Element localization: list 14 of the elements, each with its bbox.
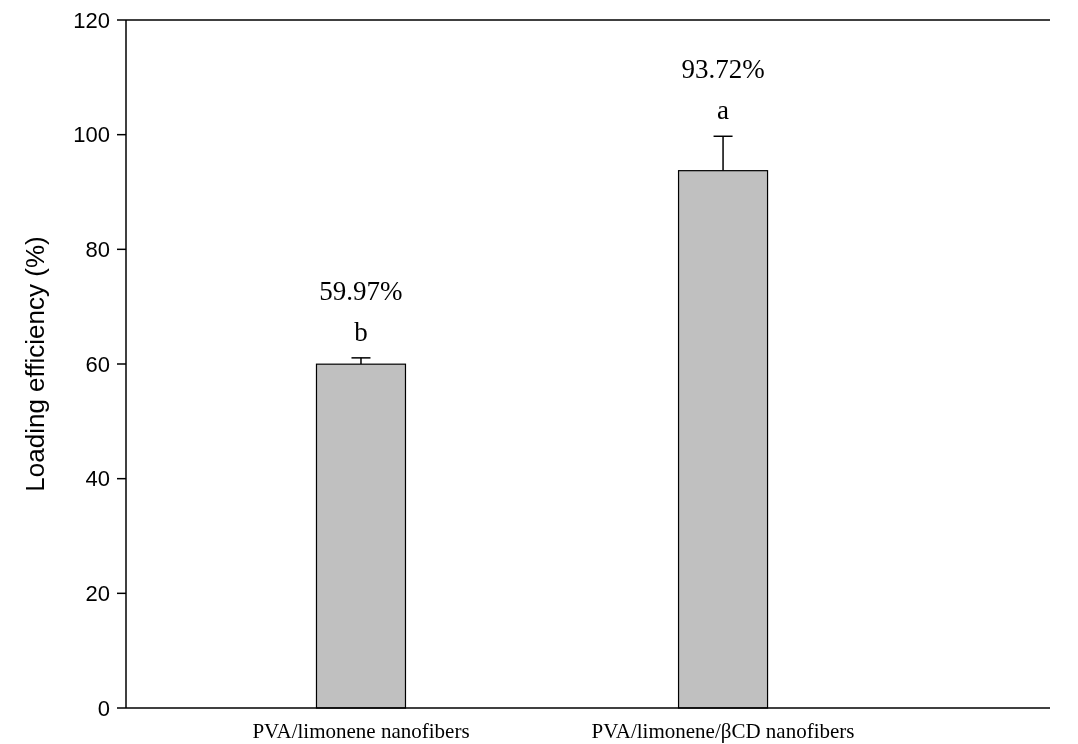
- y-tick-label: 60: [85, 351, 110, 377]
- data-label: 93.72%: [681, 54, 765, 85]
- y-axis-title: Loading efficiency (%): [20, 236, 50, 492]
- annotation: a: [717, 95, 730, 126]
- data-label: 59.97%: [319, 275, 403, 306]
- annotation: b: [354, 316, 368, 347]
- y-tick-label: 20: [85, 581, 110, 607]
- y-tick-label: 0: [97, 695, 110, 721]
- y-tick-label: 80: [85, 237, 110, 263]
- y-tick-label: 100: [73, 122, 110, 148]
- x-tick-label: PVA/limonene/βCD nanofibers: [591, 719, 855, 743]
- y-tick-label: 120: [73, 7, 110, 33]
- x-tick-label: PVA/limonene nanofibers: [252, 719, 470, 743]
- y-tick-label: 40: [85, 466, 110, 492]
